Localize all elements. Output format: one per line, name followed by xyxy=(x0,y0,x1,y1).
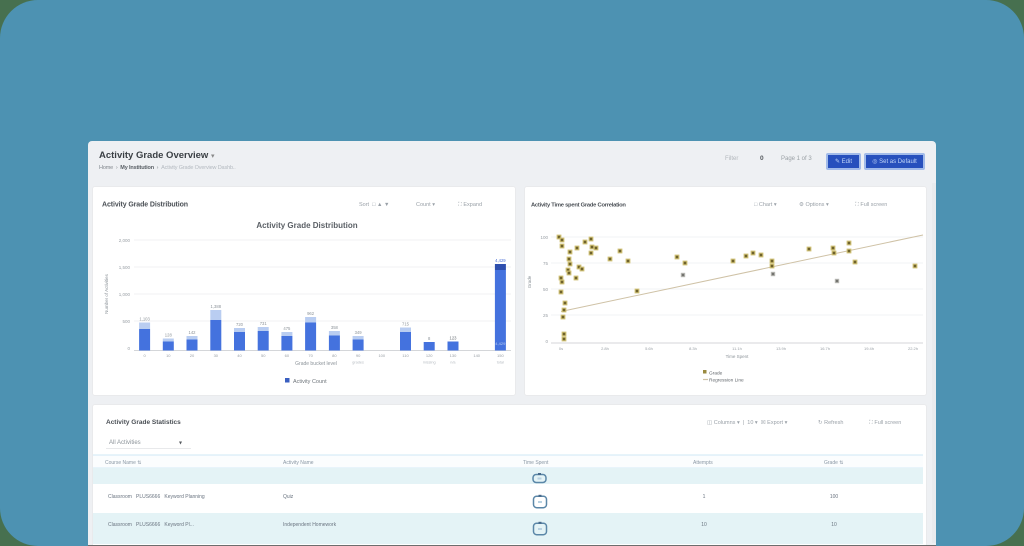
svg-text:Activity Grade Distribution: Activity Grade Distribution xyxy=(102,202,188,209)
svg-text:1,500: 1,500 xyxy=(119,265,131,270)
svg-text:Time Spent: Time Spent xyxy=(523,460,549,466)
svg-text:◫ Columns ▾ | 10 ▾ ☒ Export: ◫ Columns ▾ | 10 ▾ ☒ Export ▾ xyxy=(707,419,788,426)
svg-text:110: 110 xyxy=(402,353,409,358)
svg-text:Course Name ⇅: Course Name ⇅ xyxy=(105,460,141,466)
svg-text:5.6h: 5.6h xyxy=(645,346,653,351)
svg-text:100: 100 xyxy=(830,494,839,500)
svg-text:Sort □ ▲ ▼: Sort □ ▲ ▼ xyxy=(359,202,389,208)
svg-text:720: 720 xyxy=(236,322,244,327)
svg-text:715: 715 xyxy=(402,322,410,327)
svg-text:□ Chart ▾: □ Chart ▾ xyxy=(754,202,777,208)
svg-text:128: 128 xyxy=(165,333,173,338)
svg-text:8.3h: 8.3h xyxy=(689,346,697,351)
svg-text:⚙ Options ▾: ⚙ Options ▾ xyxy=(799,201,829,208)
svg-text:10: 10 xyxy=(166,353,171,358)
svg-text:Classroom PLUS6666 Keyword: Classroom PLUS6666 Keyword Pl... xyxy=(108,522,194,528)
svg-text:1,103: 1,103 xyxy=(139,317,150,322)
svg-text:50: 50 xyxy=(543,287,549,292)
svg-text:⛶ Full screen: ⛶ Full screen xyxy=(855,201,887,208)
svg-text:⛶ Full screen: ⛶ Full screen xyxy=(869,419,901,426)
svg-text:Activity Count: Activity Count xyxy=(293,379,327,385)
svg-text:358: 358 xyxy=(331,325,339,330)
svg-text:↻ Refresh: ↻ Refresh xyxy=(818,419,843,426)
svg-text:130: 130 xyxy=(450,353,457,358)
svg-text:missing: missing xyxy=(423,361,436,365)
svg-text:Grade ⇅: Grade ⇅ xyxy=(824,460,843,466)
svg-text:75: 75 xyxy=(543,261,549,266)
svg-text:10: 10 xyxy=(831,522,837,528)
svg-text:22.2h: 22.2h xyxy=(908,346,918,351)
svg-text:total: total xyxy=(497,361,504,365)
svg-text:Activity Grade Distribution: Activity Grade Distribution xyxy=(256,221,357,230)
svg-text:0: 0 xyxy=(143,353,146,358)
svg-text:Count ▾: Count ▾ xyxy=(416,202,435,208)
svg-text:123: 123 xyxy=(450,336,458,341)
svg-text:13.9h: 13.9h xyxy=(776,346,786,351)
svg-text:140: 140 xyxy=(473,353,480,358)
svg-text:20: 20 xyxy=(190,353,195,358)
svg-text:11.1h: 11.1h xyxy=(732,346,742,351)
svg-text:90: 90 xyxy=(356,353,361,358)
svg-text:▾: ▾ xyxy=(179,441,182,447)
svg-text:⛶ Expand: ⛶ Expand xyxy=(458,201,482,208)
svg-text:Classroom PLUS6666 Keyword: Classroom PLUS6666 Keyword Planning xyxy=(108,494,205,500)
svg-text:n/a: n/a xyxy=(450,361,456,365)
svg-text:Quiz: Quiz xyxy=(283,494,294,500)
svg-text:4,429: 4,429 xyxy=(495,258,506,263)
svg-text:Grade: Grade xyxy=(709,371,723,377)
svg-text:Activity Time spent Grade Corr: Activity Time spent Grade Correlation xyxy=(531,203,626,209)
svg-text:70: 70 xyxy=(308,353,313,358)
svg-text:10: 10 xyxy=(701,522,707,528)
svg-text:16.7h: 16.7h xyxy=(820,346,830,351)
svg-text:1: 1 xyxy=(703,494,706,500)
svg-text:142: 142 xyxy=(189,330,197,335)
svg-text:0s: 0s xyxy=(559,346,563,351)
svg-text:2.8h: 2.8h xyxy=(601,346,609,351)
svg-text:Grade: Grade xyxy=(527,275,532,288)
svg-text:731: 731 xyxy=(260,321,268,326)
svg-text:0: 0 xyxy=(127,346,130,351)
svg-text:Activity Grade Statistics: Activity Grade Statistics xyxy=(106,419,181,426)
svg-text:Number of Activities: Number of Activities xyxy=(104,273,109,314)
svg-text:100: 100 xyxy=(540,235,548,240)
svg-text:30: 30 xyxy=(214,353,219,358)
svg-text:Independent Homework: Independent Homework xyxy=(283,522,337,528)
svg-text:Attempts: Attempts xyxy=(693,460,713,466)
svg-text:60: 60 xyxy=(285,353,290,358)
svg-text:2,000: 2,000 xyxy=(119,238,131,243)
svg-text:8: 8 xyxy=(428,336,431,341)
svg-text:4,429: 4,429 xyxy=(495,341,506,346)
svg-text:40: 40 xyxy=(237,353,242,358)
svg-text:962: 962 xyxy=(307,311,315,316)
svg-text:Grade bucket level: Grade bucket level xyxy=(295,361,337,367)
svg-text:120: 120 xyxy=(426,353,433,358)
svg-text:0: 0 xyxy=(545,339,548,344)
svg-text:50: 50 xyxy=(261,353,266,358)
svg-text:475: 475 xyxy=(283,326,291,331)
svg-text:25: 25 xyxy=(543,313,549,318)
svg-text:Time Spent: Time Spent xyxy=(726,354,750,359)
svg-text:500: 500 xyxy=(122,319,130,324)
svg-text:1,000: 1,000 xyxy=(119,292,131,297)
svg-text:1,388: 1,388 xyxy=(211,304,222,309)
svg-text:19.4h: 19.4h xyxy=(864,346,874,351)
svg-text:Regression Line: Regression Line xyxy=(709,378,744,384)
svg-text:100: 100 xyxy=(378,353,385,358)
svg-text:Activity Name: Activity Name xyxy=(283,460,314,466)
svg-text:80: 80 xyxy=(332,353,337,358)
svg-text:349: 349 xyxy=(355,330,363,335)
svg-text:150: 150 xyxy=(497,353,504,358)
svg-text:grades: grades xyxy=(352,361,364,365)
svg-text:All Activities: All Activities xyxy=(109,440,141,446)
